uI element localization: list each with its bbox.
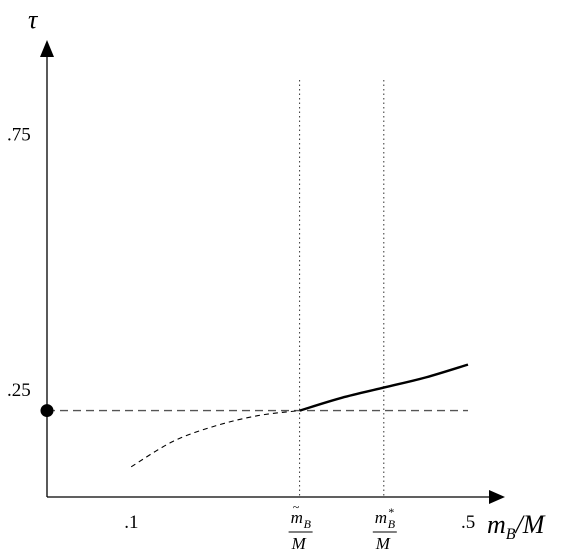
marker-label-denominator: M	[375, 534, 391, 552]
reference-point	[40, 404, 54, 418]
marker-label-subscript: B	[388, 517, 396, 531]
y-axis-label: τ	[28, 5, 39, 34]
marker-label-1: m B ~ M	[288, 500, 313, 552]
y-tick-label: .25	[7, 380, 31, 401]
series-line-dashed	[130, 410, 300, 468]
x-tick-label: .5	[461, 512, 475, 533]
marker-label-accent: ~	[293, 500, 300, 514]
series-line-solid	[299, 363, 469, 412]
marker-label-numerator: m	[291, 508, 303, 527]
x-tick-label: .1	[124, 512, 138, 533]
plot-area	[40, 40, 505, 504]
y-tick-label: .75	[7, 125, 31, 146]
marker-label-superscript: *	[388, 505, 394, 519]
x-axis-arrow-icon	[489, 490, 505, 504]
marker-label-numerator: m	[375, 508, 387, 527]
marker-label-2: m B* M	[372, 505, 397, 552]
y-axis-arrow-icon	[40, 40, 54, 57]
marker-label-denominator: M	[291, 534, 307, 552]
x-axis-label: mB/M	[487, 510, 546, 543]
marker-label-subscript: B	[304, 517, 312, 531]
